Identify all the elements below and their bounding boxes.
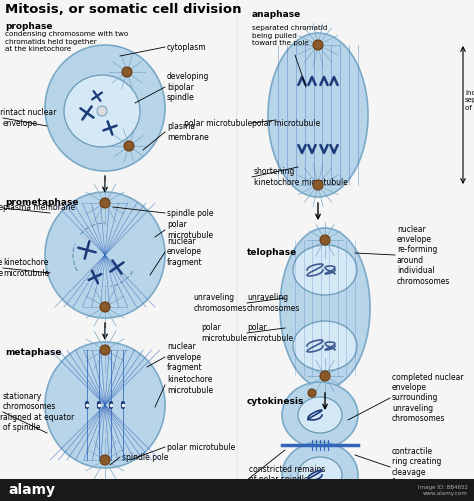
Text: completed nuclear
envelope
surrounding
unraveling
chromosomes: completed nuclear envelope surrounding u… [392, 373, 464, 423]
Text: shortening
kinetochore microtubule: shortening kinetochore microtubule [254, 167, 348, 187]
Text: intact nuclear
envelope: intact nuclear envelope [0, 108, 3, 128]
Text: alamy: alamy [8, 483, 55, 497]
Circle shape [122, 67, 132, 77]
Text: polar microtubule: polar microtubule [167, 442, 235, 451]
Circle shape [324, 493, 332, 501]
Text: Image ID: BB4652: Image ID: BB4652 [418, 484, 468, 489]
Ellipse shape [45, 45, 165, 171]
Text: Mitosis, or somatic cell division: Mitosis, or somatic cell division [5, 3, 241, 16]
Text: nuclear
envelope
fragment: nuclear envelope fragment [167, 342, 202, 372]
Text: polar
microtubule: polar microtubule [247, 323, 293, 343]
Text: metaphase: metaphase [5, 348, 62, 357]
Ellipse shape [282, 382, 358, 448]
Bar [0, 479, 474, 501]
Text: separated chromatid
being pulled
toward the pole: separated chromatid being pulled toward … [252, 25, 328, 46]
Text: constricted remains
of polar spindle
microtubules: constricted remains of polar spindle mic… [249, 465, 325, 495]
Ellipse shape [298, 457, 342, 493]
Circle shape [313, 40, 323, 50]
Text: cytoplasm: cytoplasm [167, 43, 207, 52]
Text: prophase: prophase [5, 22, 53, 31]
Text: plasma membrane: plasma membrane [0, 203, 3, 212]
Text: condensing chromosome with two
chromatids held together
at the kinetochore: condensing chromosome with two chromatid… [5, 31, 128, 52]
Text: nuclear
envelope
re-forming
around
individual
chromosomes: nuclear envelope re-forming around indiv… [397, 224, 450, 286]
Circle shape [313, 180, 323, 190]
Text: kinetochore
microtubule: kinetochore microtubule [0, 259, 3, 278]
Text: nuclear
envelope
fragment: nuclear envelope fragment [167, 237, 202, 267]
Text: polar microtubule: polar microtubule [252, 119, 320, 127]
Ellipse shape [45, 192, 165, 318]
Text: unraveling
chromosomes: unraveling chromosomes [247, 293, 301, 313]
Ellipse shape [280, 228, 370, 388]
Ellipse shape [268, 33, 368, 197]
Circle shape [100, 345, 110, 355]
Text: polar
microtubule: polar microtubule [167, 220, 213, 239]
Text: spindle pole: spindle pole [167, 208, 213, 217]
Ellipse shape [64, 75, 140, 147]
Text: polar microtubule: polar microtubule [184, 119, 252, 127]
Text: www.alamy.com: www.alamy.com [423, 491, 468, 496]
Text: increasing
separation
of the poles: increasing separation of the poles [465, 90, 474, 111]
Text: spindle pole: spindle pole [122, 452, 168, 461]
Text: anaphase: anaphase [252, 10, 301, 19]
Text: stationary
chromosomes
aligned at equator
of spindle: stationary chromosomes aligned at equato… [3, 392, 74, 432]
Circle shape [100, 302, 110, 312]
Ellipse shape [293, 321, 357, 371]
Text: intact nuclear
envelope: intact nuclear envelope [3, 108, 56, 128]
Circle shape [100, 198, 110, 208]
Text: plasma membrane: plasma membrane [3, 203, 75, 212]
Text: stationary
chromosomes
aligned at equator
of spindle: stationary chromosomes aligned at equato… [0, 392, 3, 432]
Text: plasma
membrane: plasma membrane [167, 122, 209, 142]
Text: telophase: telophase [247, 248, 297, 257]
Circle shape [308, 389, 316, 397]
Circle shape [320, 235, 330, 245]
Text: contractile
ring creating
cleavage
furrow: contractile ring creating cleavage furro… [392, 447, 441, 487]
Text: kinetochore
microtubule: kinetochore microtubule [3, 259, 49, 278]
Circle shape [124, 141, 134, 151]
Circle shape [320, 371, 330, 381]
Text: polar
microtubule: polar microtubule [201, 323, 247, 343]
Text: unraveling
chromosomes: unraveling chromosomes [193, 293, 247, 313]
Circle shape [97, 106, 107, 116]
Ellipse shape [45, 342, 165, 468]
Ellipse shape [293, 245, 357, 295]
Text: prometaphase: prometaphase [5, 198, 79, 207]
Text: cytokinesis: cytokinesis [247, 397, 304, 406]
Ellipse shape [282, 442, 358, 501]
Text: kinetochore
microtubule: kinetochore microtubule [167, 375, 213, 395]
Circle shape [100, 455, 110, 465]
Text: centriole pair: centriole pair [392, 498, 443, 501]
Ellipse shape [298, 397, 342, 433]
Text: developing
bipolar
spindle: developing bipolar spindle [167, 72, 210, 102]
